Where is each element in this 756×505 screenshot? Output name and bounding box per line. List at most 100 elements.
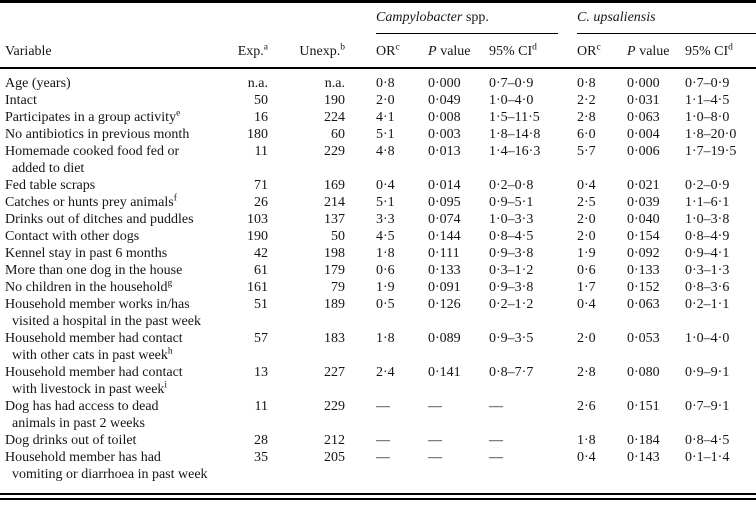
- table-row: Age (years) n.a. n.a. 0·8 0·000 0·7–0·9 …: [0, 68, 756, 92]
- upsaliensis-or-value: 0·4: [577, 178, 596, 193]
- campylobacter-or-value: 0·6: [376, 263, 395, 278]
- col-header-campylobacter-or: ORc: [348, 34, 424, 69]
- upsaliensis-or-value: 2·0: [577, 212, 596, 227]
- campylobacter-p-value: 0·049: [428, 93, 461, 108]
- variable-text: Contact with other dogs: [5, 229, 140, 244]
- ci-footnote-mark: d: [728, 42, 733, 53]
- table-header: Campylobacter spp. C. upsaliensis Variabl…: [0, 2, 756, 69]
- upsaliensis-p-value: 0·004: [627, 127, 660, 142]
- upsaliensis-ci-value: 1·0–4·0: [685, 331, 730, 346]
- upsaliensis-or-value: 2·8: [577, 110, 596, 125]
- upsaliensis-or-value: 2·2: [577, 93, 596, 108]
- upsaliensis-p-value: 0·000: [627, 76, 660, 91]
- campylobacter-or-value: 1·8: [376, 246, 395, 261]
- upsaliensis-ci-value: 1·0–3·8: [685, 212, 730, 227]
- unexposed-count: 183: [324, 331, 345, 346]
- or-footnote-mark: c: [395, 42, 400, 53]
- variable-text: Household member has had: [5, 450, 161, 465]
- p-italic-label: P: [627, 44, 636, 59]
- campylobacter-or-value: —: [376, 399, 390, 414]
- upsaliensis-ci-value: 0·8–4·9: [685, 229, 730, 244]
- campylobacter-p-value: 0·141: [428, 365, 461, 380]
- or-header-label: OR: [577, 44, 597, 59]
- variable-text: Household member had contact: [5, 331, 183, 346]
- upsaliensis-ci-value: 0·8–4·5: [685, 433, 730, 448]
- variable-line1: Contact with other dogs: [5, 228, 230, 245]
- exposed-count: 161: [247, 280, 268, 295]
- unexposed-count: 169: [324, 178, 345, 193]
- campylobacter-p-value: 0·014: [428, 178, 461, 193]
- upsaliensis-p-value: 0·006: [627, 144, 660, 159]
- variable-text: Household member works in/has: [5, 297, 190, 312]
- variable-cell: Drinks out of ditches and puddles: [0, 211, 230, 228]
- campylobacter-or-value: 1·8: [376, 331, 395, 346]
- upsaliensis-p-value: 0·039: [627, 195, 660, 210]
- table-row: No antibiotics in previous month 180 60 …: [0, 126, 756, 143]
- campylobacter-ci-value: —: [489, 399, 503, 414]
- variable-text-continued: with livestock in past week: [12, 382, 165, 397]
- p-roman-label: value: [440, 44, 471, 59]
- upsaliensis-ci-value: 0·3–1·3: [685, 263, 730, 278]
- col-header-upsaliensis-ci: 95% CId: [682, 34, 756, 69]
- table-row: Dog has had access to dead animals in pa…: [0, 398, 756, 432]
- table-row: Homemade cooked food fed or added to die…: [0, 143, 756, 177]
- upsaliensis-or-value: 2·6: [577, 399, 596, 414]
- or-header-label: OR: [376, 44, 396, 59]
- campylobacter-ci-value: 0·2–1·2: [489, 297, 534, 312]
- campylobacter-p-value: 0·111: [428, 246, 460, 261]
- variable-line1: Homemade cooked food fed or: [5, 143, 230, 160]
- campylobacter-ci-value: 0·7–0·9: [489, 76, 534, 91]
- upsaliensis-p-value: 0·133: [627, 263, 660, 278]
- exposed-count: 61: [254, 263, 268, 278]
- unexposed-count: 227: [324, 365, 345, 380]
- variable-text: Intact: [5, 93, 37, 108]
- upsaliensis-ci-value: 0·8–3·6: [685, 280, 730, 295]
- variable-cell: More than one dog in the house: [0, 262, 230, 279]
- variable-text: Household member had contact: [5, 365, 183, 380]
- upsaliensis-or-value: 1·9: [577, 246, 596, 261]
- campylobacter-p-value: 0·133: [428, 263, 461, 278]
- variable-cell: Household member had contact with livest…: [0, 364, 230, 398]
- variable-cell: Fed table scraps: [0, 177, 230, 194]
- variable-text: No children in the household: [5, 280, 168, 295]
- exposed-count: 42: [254, 246, 268, 261]
- exposed-count: n.a.: [247, 76, 268, 91]
- upsaliensis-or-value: 2·5: [577, 195, 596, 210]
- variable-cell: No antibiotics in previous month: [0, 126, 230, 143]
- campylobacter-p-value: 0·003: [428, 127, 461, 142]
- unexp-footnote-mark: b: [340, 42, 345, 53]
- variable-line1: Age (years): [5, 75, 230, 92]
- campylobacter-or-value: 4·8: [376, 144, 395, 159]
- upsaliensis-p-value: 0·040: [627, 212, 660, 227]
- table-row: Contact with other dogs 190 50 4·5 0·144…: [0, 228, 756, 245]
- variable-footnote-mark: g: [167, 278, 173, 289]
- campylobacter-ci-value: 1·0–4·0: [489, 93, 534, 108]
- campylobacter-p-value: 0·091: [428, 280, 461, 295]
- upsaliensis-ci-value: 1·1–4·5: [685, 93, 730, 108]
- campylobacter-ci-value: 0·9–5·1: [489, 195, 534, 210]
- variable-text-continued: with other cats in past week: [12, 348, 168, 363]
- c-upsaliensis-label: C. upsaliensis: [577, 8, 756, 34]
- table-row: More than one dog in the house 61 179 0·…: [0, 262, 756, 279]
- unexposed-count: 198: [324, 246, 345, 261]
- unexposed-count: 205: [324, 450, 345, 465]
- variable-text: Drinks out of ditches and puddles: [5, 212, 194, 227]
- variable-text: Participates in a group activity: [5, 110, 177, 125]
- group-header-campylobacter: Campylobacter spp.: [348, 2, 570, 34]
- unexposed-count: 212: [324, 433, 345, 448]
- upsaliensis-or-value: 0·8: [577, 76, 596, 91]
- exposed-count: 13: [254, 365, 268, 380]
- exposed-count: 50: [254, 93, 268, 108]
- variable-text: Age (years): [5, 76, 71, 91]
- variable-text-continued: vomiting or diarrhoea in past week: [12, 467, 208, 482]
- upsaliensis-p-value: 0·143: [627, 450, 660, 465]
- upsaliensis-italic: C. upsaliensis: [577, 10, 656, 25]
- variable-line1: Kennel stay in past 6 months: [5, 245, 230, 262]
- variable-cell: Homemade cooked food fed or added to die…: [0, 143, 230, 177]
- unexposed-count: 50: [331, 229, 345, 244]
- campylobacter-ci-value: —: [489, 450, 503, 465]
- table-row: Catches or hunts prey animalsf 26 214 5·…: [0, 194, 756, 211]
- exposed-count: 51: [254, 297, 268, 312]
- campylobacter-ci-value: 0·2–0·8: [489, 178, 534, 193]
- table-row: No children in the householdg 161 79 1·9…: [0, 279, 756, 296]
